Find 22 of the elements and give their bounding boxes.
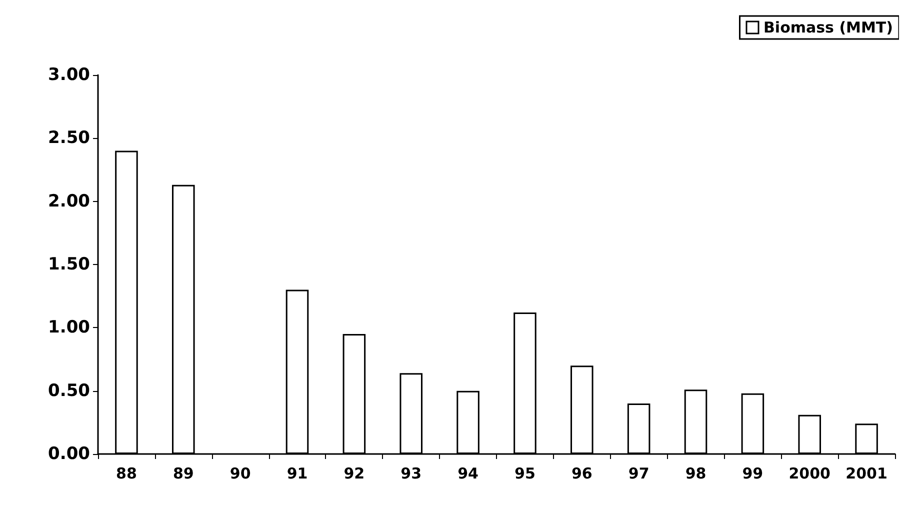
x-tick-label: 88	[116, 464, 137, 482]
x-tick-label: 92	[344, 464, 365, 482]
legend-label: Biomass (MMT)	[763, 18, 894, 36]
y-tick-label: 0.50	[48, 380, 90, 401]
x-tick-label: 97	[628, 464, 650, 482]
y-tick-label: 1.00	[48, 318, 90, 338]
x-tick-label: 99	[742, 464, 764, 482]
x-tick-label: 2000	[788, 464, 830, 482]
y-tick-label: 0.00	[48, 444, 90, 464]
y-tick-label: 2.00	[48, 191, 90, 212]
x-tick-label: 96	[571, 464, 592, 482]
y-tick-label: 2.50	[48, 128, 90, 148]
x-tick-label: 98	[685, 464, 706, 482]
y-tick-label: 3.00	[48, 65, 90, 85]
x-tick-label: 91	[286, 464, 308, 482]
x-tick-label: 2001	[846, 464, 888, 482]
x-tick-label: 90	[230, 464, 251, 482]
x-tick-label: 93	[400, 464, 422, 482]
x-tick-label: 94	[458, 464, 478, 482]
x-tick-label: 89	[172, 464, 194, 482]
y-tick-label: 1.50	[48, 254, 90, 274]
x-tick-label: 95	[514, 464, 536, 482]
